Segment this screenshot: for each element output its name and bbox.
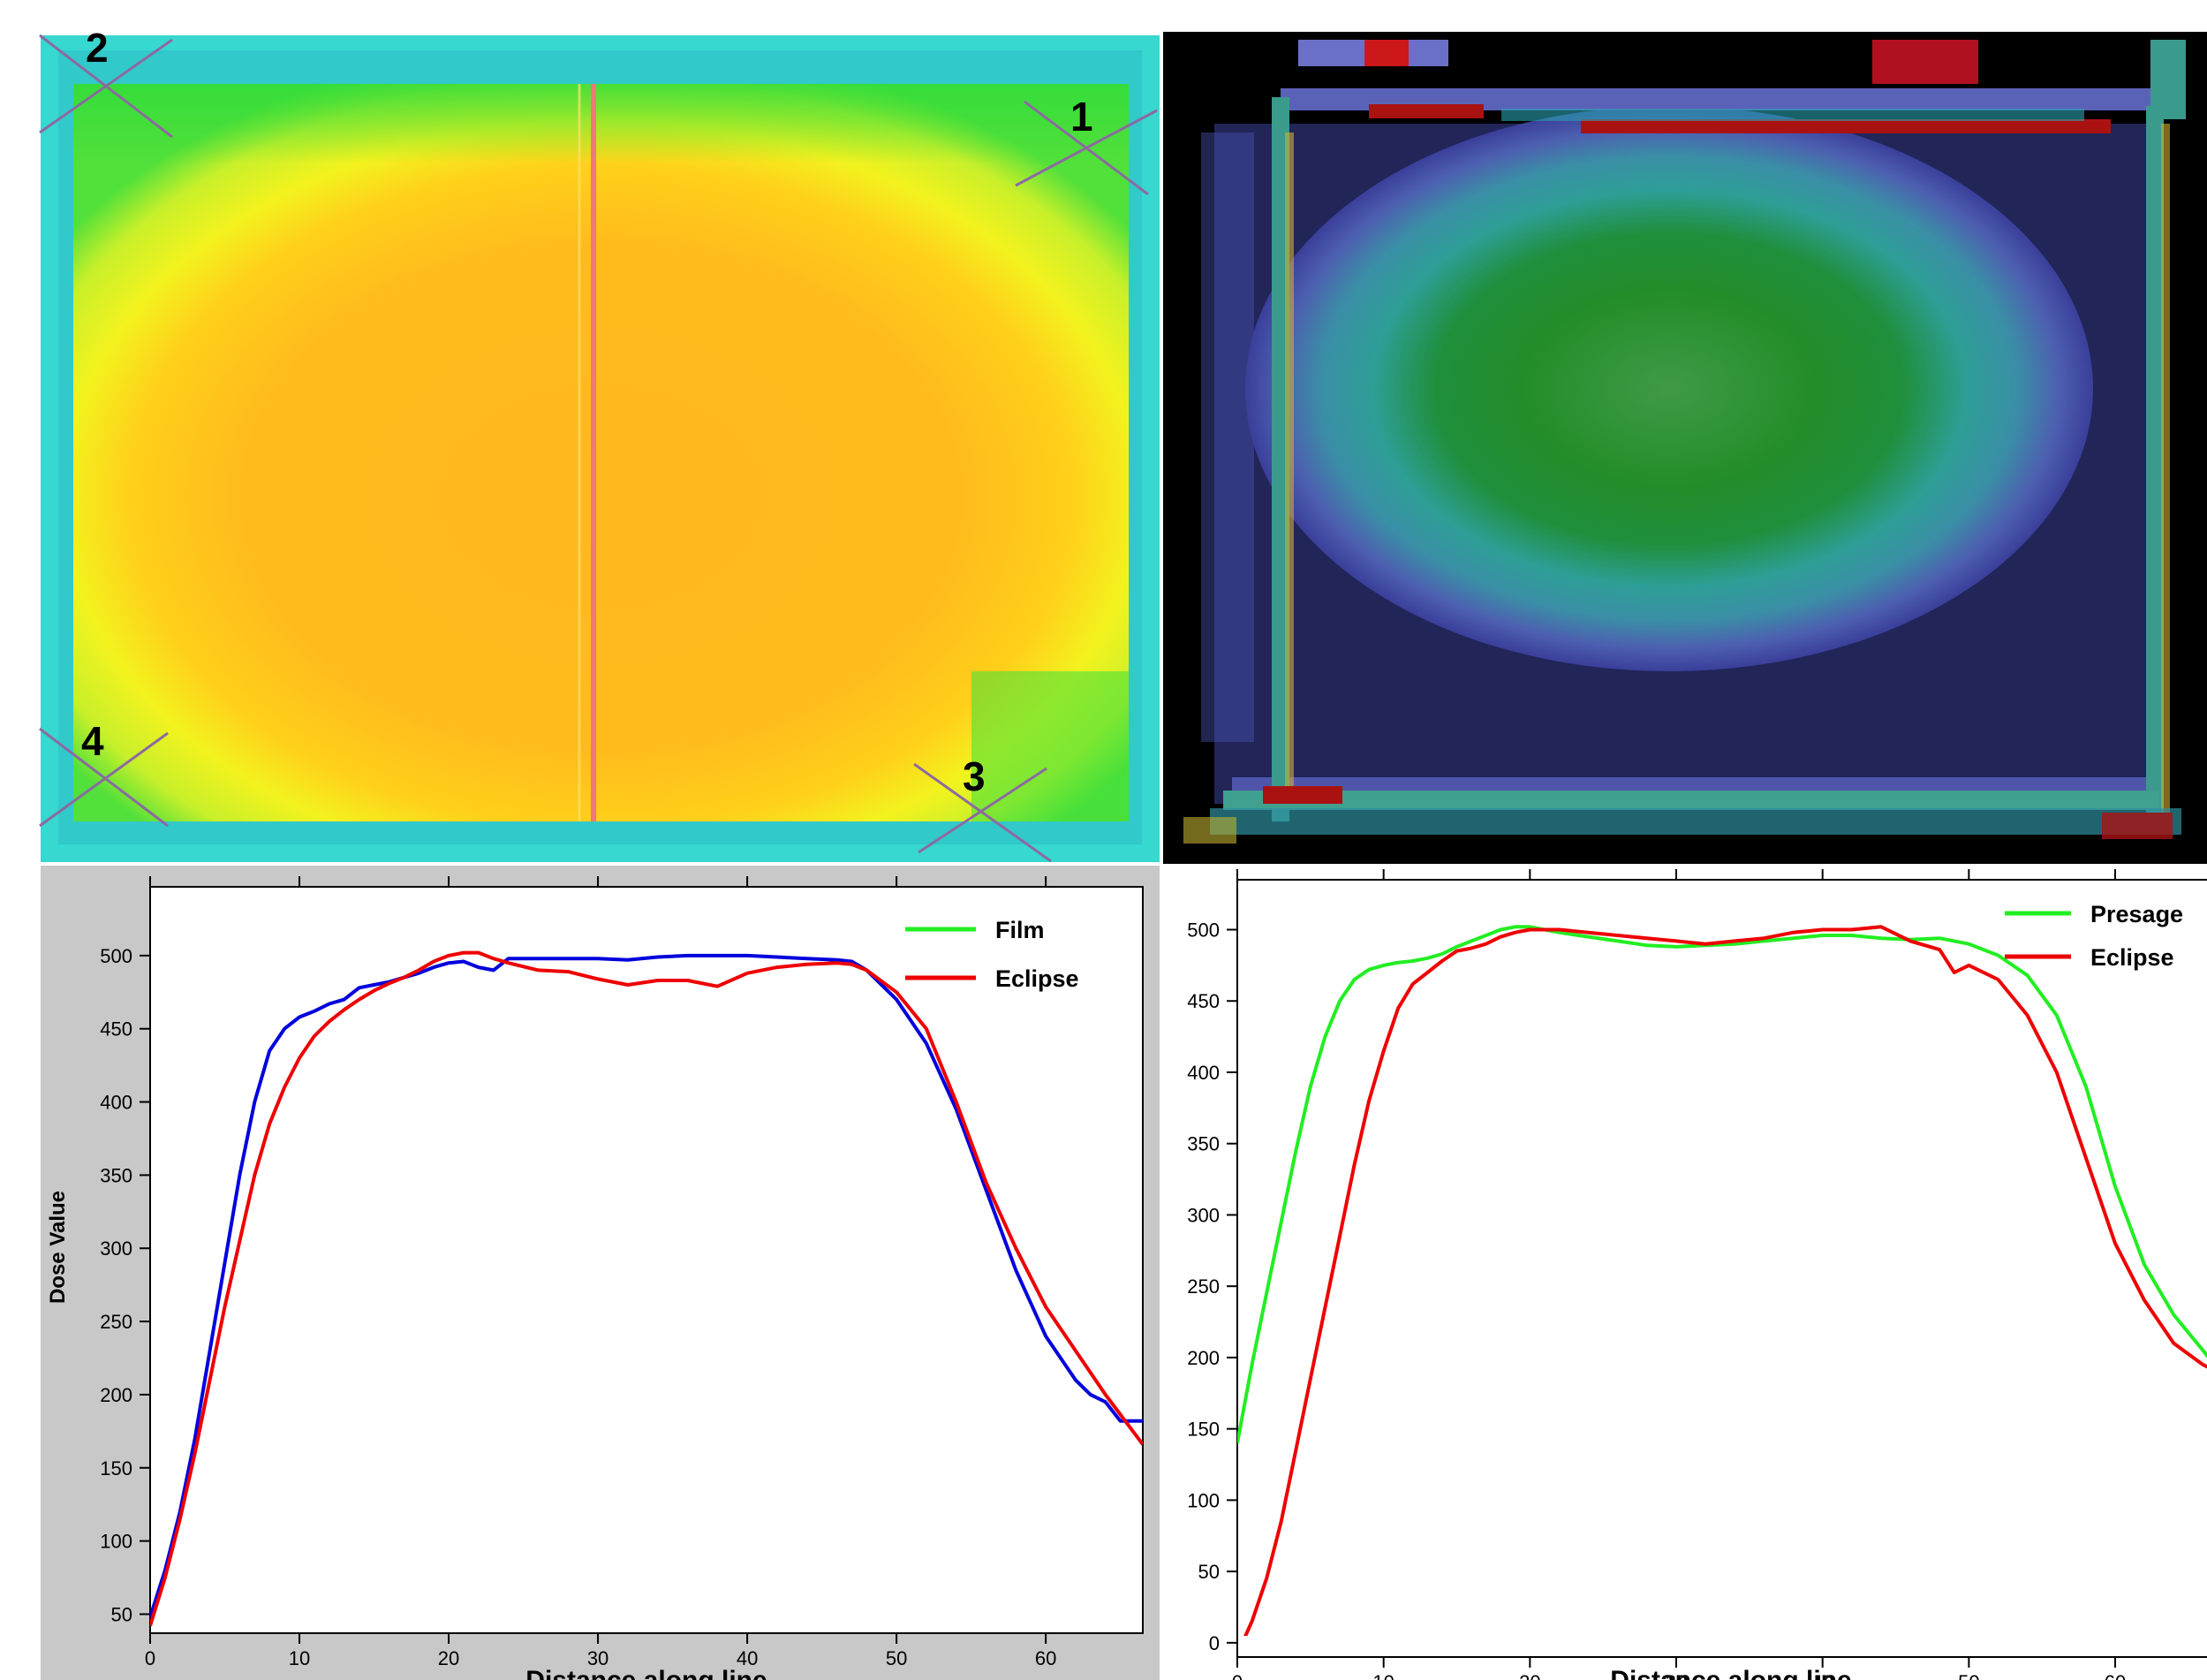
ytick-label: 100 <box>1187 1489 1220 1511</box>
right-series-eclipse-line <box>1243 925 2207 1636</box>
registration-marks <box>39 34 1158 863</box>
ytick-label: 200 <box>1187 1347 1220 1369</box>
marker-1-label: 1 <box>1070 94 1093 140</box>
chart-film-vs-eclipse: 50 100 150 200 250 300 350 400 450 500 0 10 20 30 40 50… <box>41 866 1160 1680</box>
ytick-label: 0 <box>1209 1632 1220 1654</box>
ytick-label: 150 <box>100 1457 132 1479</box>
left-series-eclipse-line <box>150 950 1143 1627</box>
ytick-label: 500 <box>1187 919 1220 942</box>
xtick-label: 0 <box>1232 1671 1243 1680</box>
chart-left-legend: Film Eclipse <box>905 917 1079 992</box>
xtick-label: 60 <box>1035 1647 1056 1669</box>
marker-2-label: 2 <box>86 25 109 71</box>
legend-right-eclipse-label: Eclipse <box>2090 944 2174 971</box>
chart-right-axes: 0 50 100 150 200 250 300 350 400 450 500 0 10 20 30 40 5… <box>1187 869 2126 1680</box>
map-border-artifacts <box>1183 40 2186 844</box>
legend-left-eclipse-label: Eclipse <box>995 965 1079 992</box>
chart-presage-vs-eclipse: 0 50 100 150 200 250 300 350 400 450 500 0 10 20 30 40 5… <box>1163 866 2207 1680</box>
ytick-label: 300 <box>1187 1204 1220 1226</box>
legend-left-film-label: Film <box>995 917 1045 943</box>
marker-3-cross <box>913 762 1052 863</box>
marker-3-label: 3 <box>963 753 986 799</box>
xtick-label: 40 <box>737 1647 758 1669</box>
ytick-label: 350 <box>100 1164 132 1186</box>
xtick-label: 50 <box>886 1647 907 1669</box>
presage-dose-map <box>1163 32 2207 864</box>
ytick-label: 250 <box>1187 1275 1220 1298</box>
ytick-label: 300 <box>100 1237 132 1260</box>
ytick-label: 450 <box>100 1018 132 1041</box>
chart-right-xlabel: Distance along line <box>1610 1666 1851 1680</box>
chart-right-legend: Presage Eclipse <box>2005 901 2183 971</box>
ytick-label: 400 <box>100 1092 132 1114</box>
xtick-label: 10 <box>289 1647 310 1669</box>
xtick-label: 50 <box>1958 1671 1979 1680</box>
ytick-label: 250 <box>100 1311 132 1333</box>
chart-right-plot-area <box>1236 879 2207 1658</box>
chart-right-lines <box>1237 925 2207 1636</box>
ytick-label: 350 <box>1187 1133 1220 1155</box>
film-dose-image: 1 2 3 4 <box>39 25 1160 863</box>
chart-left-xlabel: Distance along line <box>525 1666 767 1680</box>
xtick-label: 30 <box>1666 1671 1687 1680</box>
marker-4-label: 4 <box>81 718 104 764</box>
chart-left-lines <box>150 950 1143 1627</box>
chart-left-axes: 50 100 150 200 250 300 350 400 450 500 0 10 20 30 40 50… <box>100 876 1056 1669</box>
chart-left-plot-area <box>149 886 1144 1634</box>
marker-4-cross <box>39 727 169 828</box>
legend-right-presage-label: Presage <box>2090 901 2183 927</box>
ytick-label: 150 <box>1187 1419 1220 1441</box>
xtick-label: 30 <box>587 1647 608 1669</box>
xtick-label: 40 <box>1811 1671 1833 1680</box>
ytick-label: 50 <box>111 1603 132 1625</box>
chart-left-ylabel: Dose Value <box>46 1191 70 1304</box>
right-series-presage-line <box>1237 925 2207 1444</box>
xtick-label: 10 <box>1372 1671 1394 1680</box>
xtick-label: 20 <box>438 1647 459 1669</box>
ytick-label: 400 <box>1187 1062 1220 1084</box>
xtick-label: 20 <box>1519 1671 1540 1680</box>
ytick-label: 450 <box>1187 990 1220 1012</box>
left-series-film-line <box>150 953 1143 1618</box>
ytick-label: 100 <box>100 1531 132 1553</box>
ytick-label: 50 <box>1198 1561 1220 1583</box>
ytick-label: 500 <box>100 945 132 967</box>
xtick-label: 0 <box>145 1647 155 1669</box>
ytick-label: 200 <box>100 1384 132 1406</box>
xtick-label: 60 <box>2105 1671 2126 1680</box>
